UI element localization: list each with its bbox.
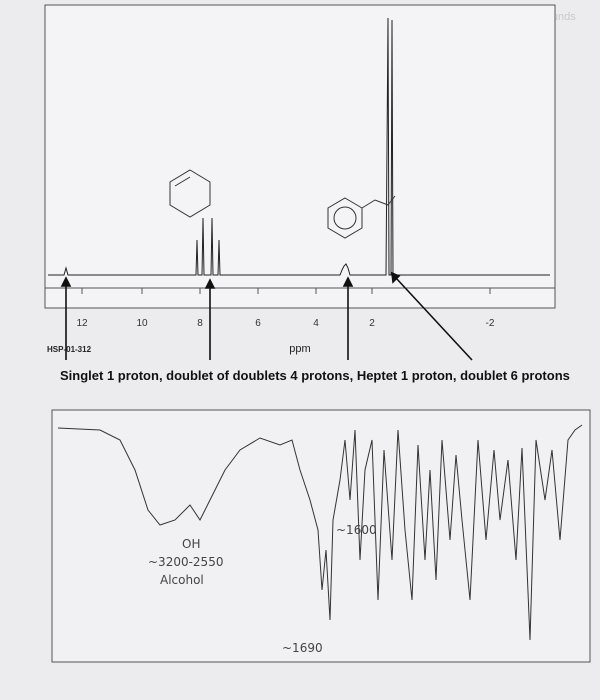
tick-label: 8 bbox=[197, 318, 203, 329]
benzene-ring bbox=[333, 206, 357, 230]
nmr-code: HSP-01-312 bbox=[47, 345, 92, 354]
tick-label: 6 bbox=[255, 318, 261, 329]
ir-annotation: ~1600 bbox=[336, 523, 377, 537]
tick-label: -2 bbox=[486, 318, 495, 329]
tick-label: 12 bbox=[76, 318, 88, 329]
nmr-frame bbox=[44, 4, 556, 309]
tick-label: 2 bbox=[369, 318, 375, 329]
ir-spectrum bbox=[57, 424, 583, 641]
caption: Singlet 1 proton, doublet of doublets 4 … bbox=[60, 368, 570, 383]
ir-annotation: ~1690 bbox=[282, 641, 323, 655]
ir-frame bbox=[51, 409, 591, 663]
ir-annotation: Alcohol bbox=[160, 573, 204, 587]
arrows bbox=[60, 271, 473, 361]
ir-annotation: ~3200-2550 bbox=[148, 555, 223, 569]
substituent bbox=[361, 195, 396, 209]
tick-label: 4 bbox=[313, 318, 319, 329]
cyclohexene bbox=[169, 169, 211, 218]
double-bond bbox=[174, 176, 191, 187]
nmr-spectrum bbox=[48, 17, 550, 276]
ir-annotation: OH bbox=[182, 537, 200, 551]
nmr-axis-label: ppm bbox=[289, 343, 310, 355]
tick-label: 10 bbox=[136, 318, 148, 329]
